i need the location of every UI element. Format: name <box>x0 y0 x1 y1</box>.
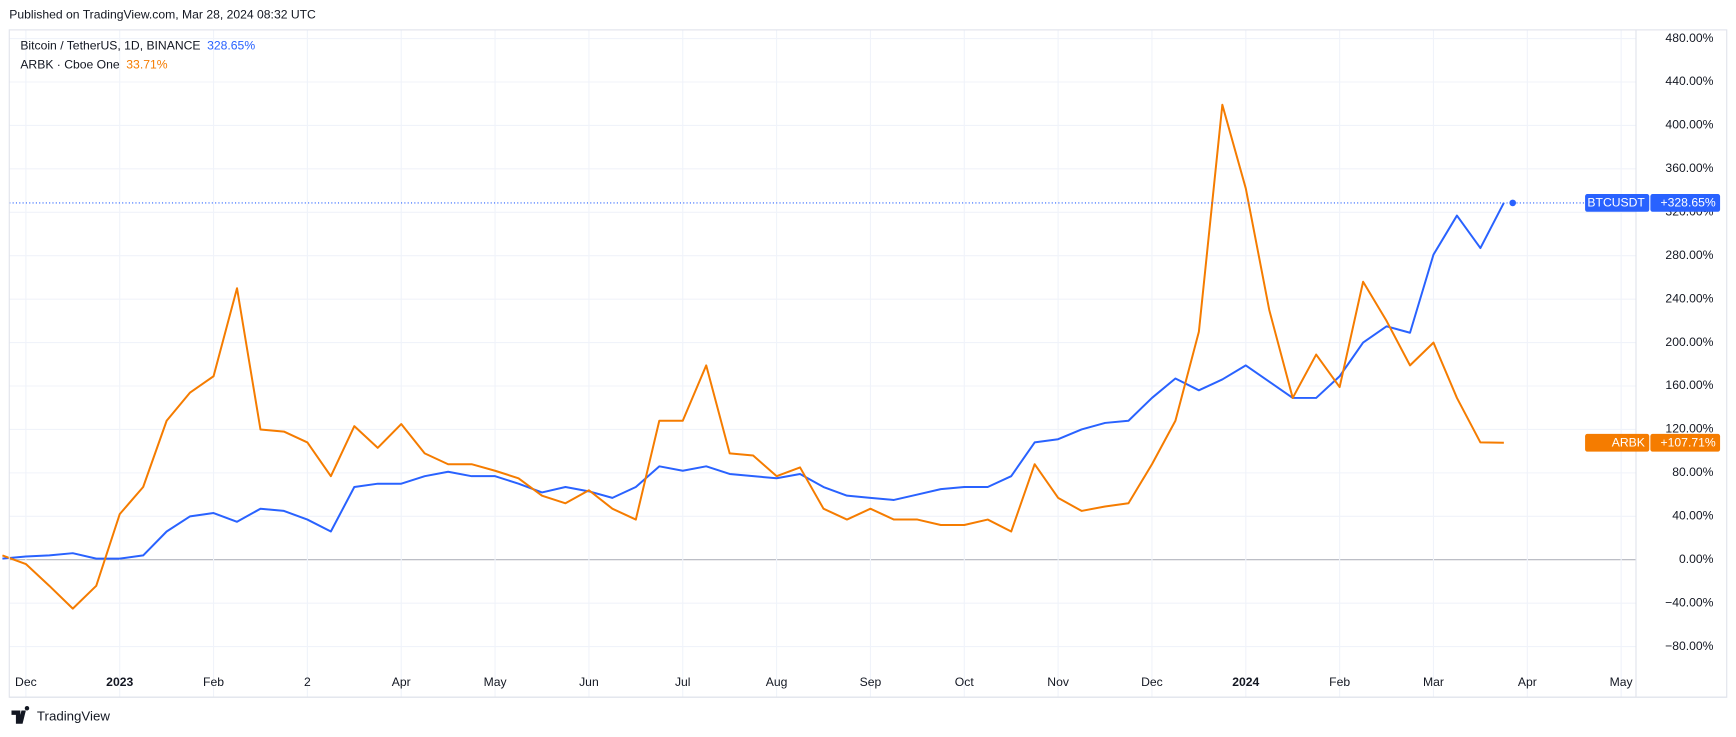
y-tick-label: 40.00% <box>1672 509 1713 523</box>
x-tick-label: Dec <box>15 675 37 689</box>
y-tick-label: 0.00% <box>1679 552 1714 566</box>
y-tick-label: 120.00% <box>1665 422 1713 436</box>
y-tick-label: −80.00% <box>1665 639 1714 653</box>
symbol-badge <box>1585 194 1650 212</box>
plot <box>2 103 1636 610</box>
axes: −80.00% −40.00% 0.00% 40.00% 80.00% 120.00% 16… <box>15 31 1721 689</box>
x-tick-label: Aug <box>766 675 788 689</box>
x-tick-label: May <box>484 675 508 689</box>
footer-brand: TradingView <box>37 709 110 724</box>
last-point <box>1509 199 1517 207</box>
y-tick-label: 480.00% <box>1665 31 1713 45</box>
legend-name: ARBK · Cboe One <box>20 58 120 72</box>
x-tick-label: Apr <box>1518 675 1537 689</box>
symbol-badge <box>1585 433 1650 452</box>
legend-name: Bitcoin / TetherUS, 1D, BINANCE <box>20 39 200 53</box>
x-tick-label: Jul <box>675 675 691 689</box>
grid <box>9 29 1636 698</box>
x-tick-label: Nov <box>1047 675 1070 689</box>
x-tick-label: 2024 <box>1232 675 1259 689</box>
legend-value: 328.65% <box>207 39 255 53</box>
x-tick-label: Jun <box>579 675 599 689</box>
value-badge-label: +328.65% <box>1661 196 1716 210</box>
y-tick-label: 80.00% <box>1672 465 1713 479</box>
x-tick-label: Sep <box>860 675 882 689</box>
x-tick-label: 2023 <box>106 675 133 689</box>
y-tick-label: 200.00% <box>1665 335 1713 349</box>
series-line <box>2 103 1504 610</box>
y-tick-label: 160.00% <box>1665 378 1713 392</box>
value-badge <box>1650 194 1721 212</box>
x-tick-label: 2 <box>304 675 311 689</box>
x-tick-label: May <box>1610 675 1634 689</box>
x-tick-label: Mar <box>1423 675 1444 689</box>
symbol-badge-label: ARBK <box>1612 436 1645 450</box>
pane-border <box>8 29 1728 698</box>
legend-value: 33.71% <box>126 58 167 72</box>
y-tick-label: 240.00% <box>1665 291 1713 305</box>
x-tick-label: Feb <box>1329 675 1350 689</box>
published-header: Published on TradingView.com, Mar 28, 20… <box>9 8 316 22</box>
value-badge-label: +107.71% <box>1661 436 1716 450</box>
x-tick-label: Oct <box>955 675 975 689</box>
symbol-badge-label: BTCUSDT <box>1587 196 1645 210</box>
x-tick-label: Dec <box>1141 675 1163 689</box>
y-tick-label: −40.00% <box>1665 595 1714 609</box>
y-tick-label: 440.00% <box>1665 74 1713 88</box>
series-line <box>2 202 1505 560</box>
x-tick-label: Feb <box>203 675 224 689</box>
y-tick-label: 360.00% <box>1665 161 1713 175</box>
x-tick-label: Apr <box>392 675 411 689</box>
y-tick-label: 400.00% <box>1665 118 1713 132</box>
value-badge <box>1650 433 1721 452</box>
y-tick-label: 280.00% <box>1665 248 1713 262</box>
legend: Bitcoin / TetherUS, 1D, BINANCE 328.65% AR… <box>20 39 255 72</box>
